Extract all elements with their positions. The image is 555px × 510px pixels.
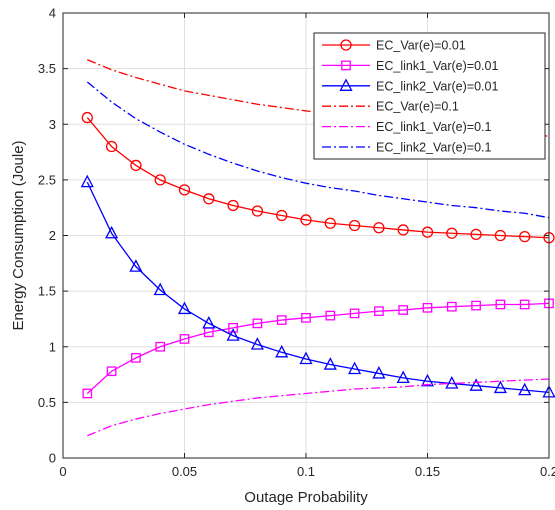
data-point xyxy=(324,217,336,229)
legend-item: EC_Var(e)=0.1 xyxy=(322,100,459,114)
x-tick-label: 0.05 xyxy=(172,464,197,479)
data-point xyxy=(469,378,483,391)
data-point xyxy=(446,227,458,239)
data-point xyxy=(420,373,435,387)
legend-item: EC_link1_Var(e)=0.1 xyxy=(322,120,492,134)
data-point xyxy=(178,184,191,196)
y-tick-label: 2 xyxy=(49,228,56,243)
data-point xyxy=(445,376,459,389)
x-tick-label: 0.1 xyxy=(297,464,315,479)
data-point xyxy=(349,308,360,319)
data-point xyxy=(398,305,409,315)
data-point xyxy=(251,205,264,217)
data-point xyxy=(299,351,313,365)
legend-label: EC_Var(e)=0.01 xyxy=(376,39,466,53)
legend-label: EC_link1_Var(e)=0.01 xyxy=(376,59,498,73)
y-tick-label: 2.5 xyxy=(38,172,56,187)
data-point xyxy=(446,301,457,312)
y-tick-label: 3.5 xyxy=(38,61,56,76)
data-point xyxy=(155,341,166,352)
data-point xyxy=(154,174,166,186)
y-tick-label: 0.5 xyxy=(38,395,56,410)
legend-item: EC_Var(e)=0.01 xyxy=(322,39,466,53)
series-6 xyxy=(86,81,550,219)
series-3 xyxy=(80,174,555,398)
data-point xyxy=(470,228,482,241)
data-point xyxy=(250,337,264,350)
data-point xyxy=(105,140,118,153)
data-point xyxy=(396,370,410,384)
data-point xyxy=(421,226,434,238)
y-tick-label: 1 xyxy=(49,339,56,354)
data-point xyxy=(373,222,385,234)
data-point xyxy=(300,214,312,226)
x-tick-label: 0.15 xyxy=(415,464,440,479)
data-point xyxy=(82,388,93,399)
series-5 xyxy=(87,378,550,437)
axis-ticks: 0 0.05 0.1 0.15 0.2 0 0.5 1 1.5 2 2.5 3 3.5 4 xyxy=(38,6,555,480)
data-point xyxy=(106,366,117,377)
data-point xyxy=(325,310,336,321)
data-point xyxy=(471,300,481,311)
legend: EC_Var(e)=0.01 EC_link1_Var(e)=0.01 EC_lin… xyxy=(313,32,546,160)
y-tick-label: 4 xyxy=(49,6,56,21)
data-point xyxy=(494,229,507,242)
data-point xyxy=(348,361,362,375)
series-1 xyxy=(81,111,555,244)
legend-item: EC_link1_Var(e)=0.01 xyxy=(322,59,498,73)
y-tick-label: 3 xyxy=(49,117,56,132)
legend-swatch-marker xyxy=(339,78,353,91)
legend-swatch-marker xyxy=(341,60,351,71)
data-point xyxy=(495,299,506,310)
data-point xyxy=(129,259,143,272)
data-point xyxy=(131,353,141,363)
data-point xyxy=(397,224,409,236)
data-point xyxy=(177,301,192,315)
data-point xyxy=(227,199,239,212)
x-axis-label: Outage Probability xyxy=(244,489,368,506)
legend-label: EC_link1_Var(e)=0.1 xyxy=(376,120,492,134)
data-point xyxy=(374,306,384,317)
x-tick-label: 0.2 xyxy=(540,464,555,479)
data-point xyxy=(422,302,433,313)
legend-item: EC_link2_Var(e)=0.1 xyxy=(322,141,492,155)
x-tick-label: 0 xyxy=(59,464,66,479)
data-point xyxy=(348,219,361,232)
data-point xyxy=(80,174,94,188)
legend-box xyxy=(313,32,546,160)
legend-swatch-marker xyxy=(340,39,352,51)
data-point xyxy=(276,315,287,325)
legend-label: EC_Var(e)=0.1 xyxy=(376,100,459,114)
y-axis-label: Energy Consumption (Joule) xyxy=(10,140,27,330)
data-point xyxy=(130,159,142,172)
data-point xyxy=(202,315,216,329)
data-point xyxy=(226,328,240,341)
data-point xyxy=(105,225,119,239)
data-point xyxy=(203,193,215,205)
legend-label: EC_link2_Var(e)=0.01 xyxy=(376,79,498,93)
data-point xyxy=(323,357,337,370)
series-2 xyxy=(82,298,554,399)
y-tick-label: 0 xyxy=(49,451,56,466)
data-point xyxy=(301,312,311,323)
legend-label: EC_link2_Var(e)=0.1 xyxy=(376,141,492,155)
data-point xyxy=(252,318,263,329)
data-point xyxy=(518,382,532,396)
data-point xyxy=(81,111,93,124)
data-point xyxy=(179,334,190,344)
series-line xyxy=(87,378,550,437)
data-point xyxy=(153,282,167,296)
series-line xyxy=(86,181,550,394)
data-point xyxy=(228,322,238,333)
data-point xyxy=(493,380,507,394)
legend-item: EC_link2_Var(e)=0.01 xyxy=(322,78,498,93)
y-tick-label: 1.5 xyxy=(38,284,56,299)
data-point xyxy=(519,299,530,310)
series-line xyxy=(86,81,550,219)
data-point xyxy=(276,209,288,222)
data-point xyxy=(372,366,386,379)
data-point xyxy=(519,230,531,243)
data-point xyxy=(275,344,289,358)
